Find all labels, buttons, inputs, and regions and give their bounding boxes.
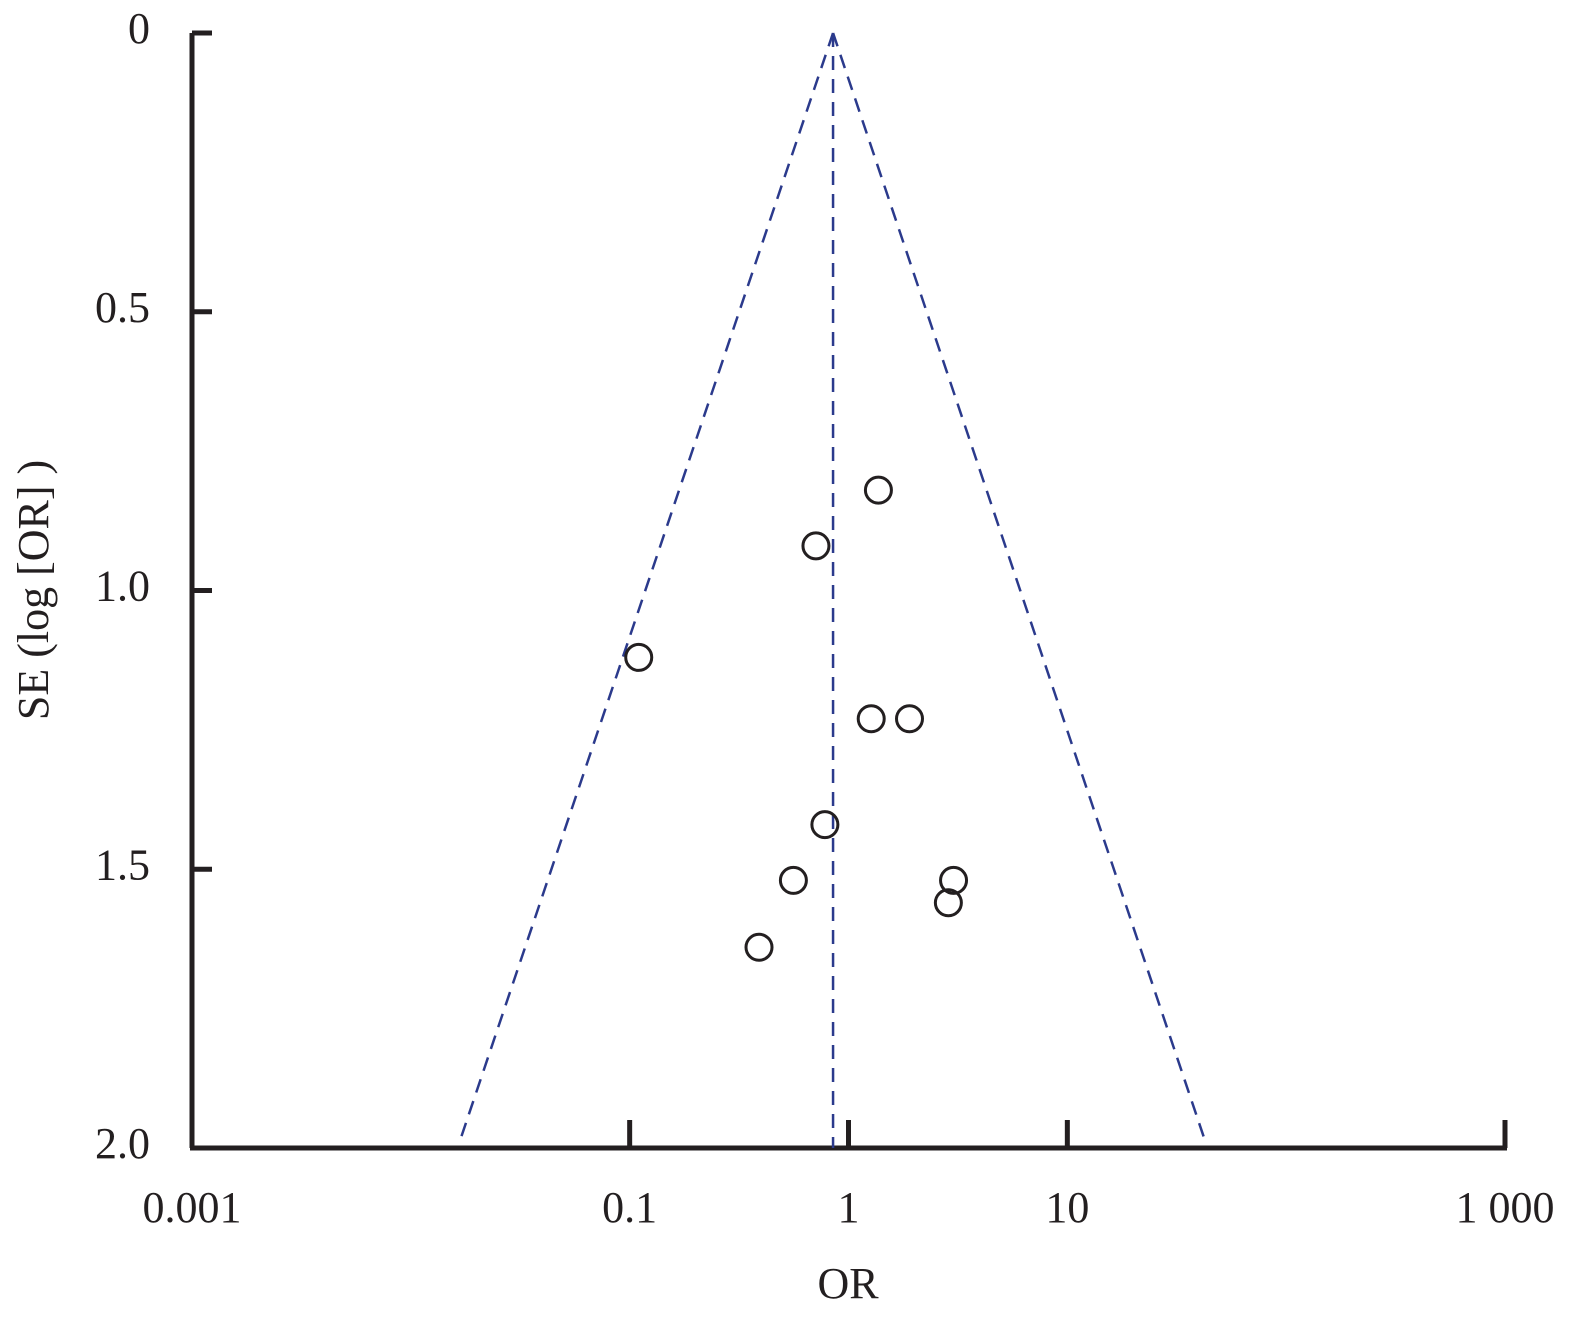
point: [856, 704, 886, 734]
y-axis-label: SE (log [OR] ): [9, 460, 58, 720]
y-tick-label: 0: [128, 4, 150, 53]
funnel-line: [460, 32, 835, 1138]
x-tick-label: 1 000: [1456, 1183, 1555, 1232]
funnel-line: [831, 32, 1205, 1138]
x-tick-label: 0.001: [143, 1183, 242, 1232]
y-tick-label: 1.0: [95, 562, 150, 611]
y-tick-label: 0.5: [95, 283, 150, 332]
y-tick-label: 2.0: [95, 1119, 150, 1168]
point: [744, 932, 774, 962]
y-tick-label: 1.5: [95, 840, 150, 889]
point: [810, 810, 840, 840]
x-tick-label: 1: [838, 1183, 860, 1232]
point: [801, 531, 831, 561]
point: [863, 475, 893, 505]
point: [933, 888, 963, 918]
x-tick-label: 0.1: [602, 1183, 657, 1232]
point: [778, 865, 808, 895]
point: [624, 642, 654, 672]
x-tick-label: 10: [1045, 1183, 1089, 1232]
x-axis-label: OR: [817, 1259, 879, 1308]
point: [939, 865, 969, 895]
point: [895, 704, 925, 734]
